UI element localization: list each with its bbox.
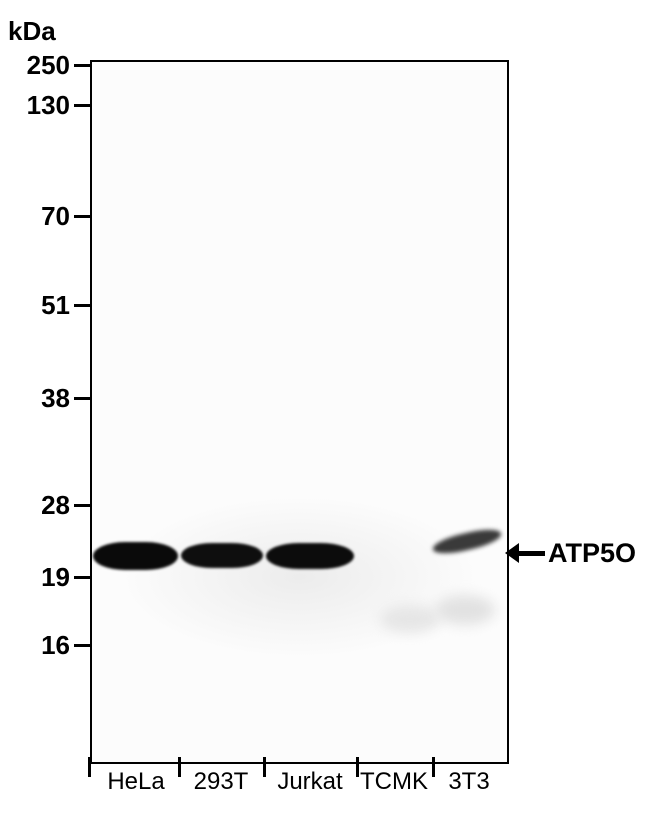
lane-divider-tick (88, 757, 91, 777)
mw-tick (74, 64, 90, 68)
lane-label: TCMK (358, 768, 430, 796)
lane-label: HeLa (95, 768, 177, 796)
mw-tick (74, 576, 90, 580)
mw-label: 250 (27, 50, 70, 81)
mw-tick (74, 644, 90, 648)
mw-tick (74, 504, 90, 508)
western-blot-figure: kDa 250 130 70 51 38 28 19 16 HeLa293TJurkatTCM… (0, 0, 650, 820)
mw-label: 28 (41, 490, 70, 521)
protein-band (93, 542, 178, 570)
mw-label: 51 (41, 290, 70, 321)
mw-label: 16 (41, 630, 70, 661)
mw-tick (74, 104, 90, 108)
lane-label: 3T3 (436, 768, 502, 796)
lane-label: 293T (181, 768, 261, 796)
target-protein-label: ATP5O (548, 538, 636, 569)
axis-unit-label: kDa (8, 16, 56, 47)
blot-membrane (90, 60, 509, 764)
mw-label: 38 (41, 383, 70, 414)
smudge (435, 595, 495, 625)
mw-tick (74, 304, 90, 308)
mw-tick (74, 397, 90, 401)
protein-band (266, 543, 354, 569)
mw-label: 130 (27, 90, 70, 121)
lane-divider-tick (432, 757, 435, 777)
mw-label: 70 (41, 201, 70, 232)
target-arrow-line (519, 551, 545, 556)
protein-band (181, 543, 263, 568)
smudge (380, 605, 440, 633)
mw-label: 19 (41, 562, 70, 593)
lane-label: Jurkat (266, 768, 354, 796)
target-arrow-icon (505, 543, 519, 563)
mw-tick (74, 215, 90, 219)
